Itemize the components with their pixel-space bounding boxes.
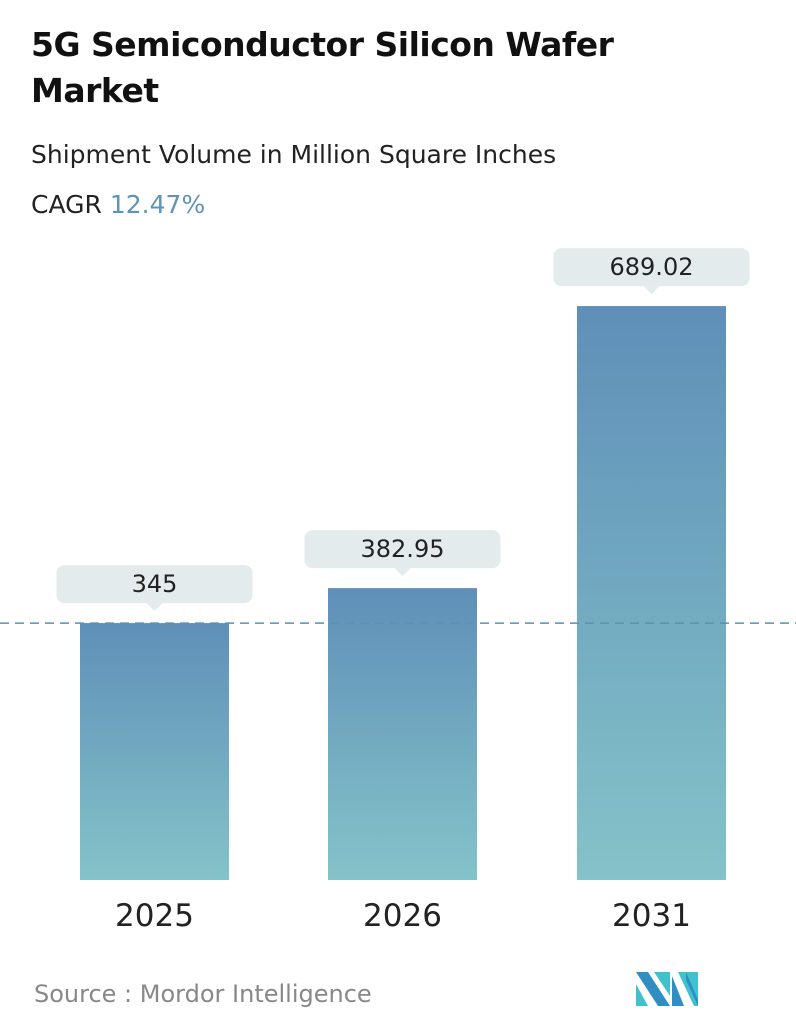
mordor-logo	[636, 972, 698, 1006]
value-label: 345	[132, 570, 178, 598]
source-text: Source : Mordor Intelligence	[34, 980, 372, 1008]
value-label: 382.95	[361, 535, 445, 563]
x-tick-label: 2025	[115, 898, 194, 934]
x-tick-label: 2026	[363, 898, 442, 934]
x-tick-label: 2031	[612, 898, 691, 934]
chart-title: 5G Semiconductor Silicon Wafer Market	[31, 25, 614, 110]
bar-chart: 345 2025 382.95 2026 689.02 2031	[0, 248, 796, 934]
cagr-value: 12.47%	[109, 190, 206, 219]
chart-subtitle: Shipment Volume in Million Square Inches	[31, 140, 557, 169]
bar-2031	[577, 306, 726, 880]
cagr-label: CAGR	[31, 190, 102, 219]
value-label-pointer	[643, 286, 660, 295]
value-label-box	[56, 565, 253, 604]
bar-2026	[328, 588, 477, 880]
value-label: 689.02	[610, 253, 694, 281]
value-label-box	[304, 530, 501, 569]
value-label-pointer	[394, 568, 411, 577]
value-label-pointer	[146, 603, 163, 612]
cagr: CAGR 12.47%	[31, 190, 205, 219]
bar-2025	[80, 623, 229, 880]
value-label-box	[553, 248, 750, 287]
